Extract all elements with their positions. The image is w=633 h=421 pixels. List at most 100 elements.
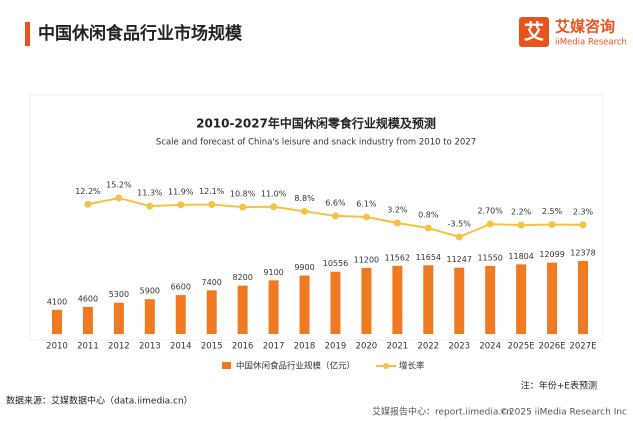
- chart-title: 2010-2027年中国休闲零食行业规模及预测: [196, 116, 436, 131]
- growth-point: [146, 202, 154, 210]
- bar-label: 11804: [508, 252, 533, 261]
- growth-label: 11.0%: [261, 189, 287, 198]
- growth-label: 2.3%: [573, 207, 594, 216]
- x-tick-label: 2017: [263, 342, 285, 352]
- growth-point: [393, 219, 401, 227]
- growth-point: [177, 201, 185, 209]
- chart-subtitle: Scale and forecast of China's leisure an…: [156, 138, 476, 148]
- growth-point: [270, 203, 278, 211]
- bar-label: 9900: [294, 263, 314, 272]
- growth-label: 11.3%: [137, 189, 163, 198]
- growth-point: [115, 194, 123, 202]
- bar-label: 12378: [570, 249, 595, 258]
- growth-point: [239, 203, 247, 211]
- bar-label: 11200: [354, 255, 379, 264]
- title-accent: [25, 22, 30, 46]
- bar: [392, 265, 403, 334]
- bar-label: 5300: [109, 290, 129, 299]
- bar-label: 11247: [447, 255, 472, 264]
- x-tick-label: 2015: [201, 342, 223, 352]
- growth-point: [84, 200, 92, 208]
- bar: [237, 285, 248, 334]
- bar-label: 10556: [323, 259, 348, 268]
- growth-point: [301, 207, 309, 215]
- growth-label: -3.5%: [448, 220, 472, 229]
- legend-label: 增长率: [399, 361, 425, 372]
- x-tick-label: 2020: [356, 342, 378, 352]
- bar: [113, 302, 124, 334]
- x-tick-label: 2022: [417, 342, 439, 352]
- growth-label: 2.5%: [542, 207, 563, 216]
- bar-label: 8200: [232, 273, 252, 282]
- bar-label: 9100: [263, 268, 283, 277]
- bar: [268, 280, 279, 334]
- x-tick-label: 2023: [448, 342, 470, 352]
- bar-label: 6600: [171, 283, 191, 292]
- growth-label: 3.2%: [387, 206, 408, 215]
- growth-point: [548, 220, 556, 228]
- growth-label: 6.6%: [325, 198, 346, 207]
- x-tick-label: 2013: [139, 342, 161, 352]
- bar-label: 12099: [539, 250, 564, 259]
- logo-icon: 艾: [524, 20, 544, 44]
- growth-label: 12.1%: [199, 187, 225, 196]
- growth-point: [331, 212, 339, 220]
- logo-name: 艾媒咨询: [555, 18, 615, 36]
- bar: [578, 261, 588, 334]
- growth-point: [208, 200, 216, 208]
- report: 艾媒报告中心：report.iimedia.cn: [372, 406, 512, 418]
- bar-label: 11562: [385, 253, 410, 262]
- bar-label: 7400: [202, 278, 222, 287]
- x-tick-label: 2011: [77, 342, 99, 352]
- growth-point: [486, 220, 494, 228]
- bar: [454, 267, 465, 334]
- note: 注：年份+E表预测: [521, 380, 597, 392]
- growth-point: [424, 224, 432, 232]
- x-tick-label: 2021: [387, 342, 409, 352]
- x-tick-label: 2026E: [539, 342, 566, 352]
- x-tick-label: 2012: [108, 342, 130, 352]
- legend-swatch: [383, 363, 390, 369]
- copyright: ©2025 iiMedia Research Inc: [500, 408, 627, 418]
- x-tick-label: 2010: [46, 342, 68, 352]
- bar-label: 11654: [416, 253, 441, 262]
- bar: [52, 309, 62, 334]
- growth-point: [362, 213, 370, 221]
- x-tick-label: 2024: [479, 342, 501, 352]
- bar-label: 11550: [477, 253, 502, 262]
- x-tick-label: 2019: [325, 342, 347, 352]
- growth-label: 0.8%: [418, 211, 439, 220]
- growth-point: [517, 221, 525, 229]
- x-tick-label: 2018: [294, 342, 316, 352]
- growth-point: [455, 233, 463, 241]
- logo-icon-bg: [519, 17, 549, 47]
- bar: [547, 262, 558, 334]
- bar: [299, 275, 310, 334]
- bar: [485, 265, 496, 334]
- bar: [423, 265, 434, 334]
- bar-label: 5900: [140, 287, 160, 296]
- x-tick-label: 2025E: [508, 342, 535, 352]
- growth-label: 2.2%: [511, 208, 532, 217]
- bar: [206, 290, 217, 334]
- source: 数据来源：艾媒数据中心（data.iimedia.cn）: [6, 395, 193, 407]
- bar: [516, 264, 527, 334]
- bar: [330, 271, 341, 334]
- growth-point: [579, 221, 587, 229]
- growth-label: 8.8%: [294, 194, 315, 203]
- growth-label: 11.9%: [168, 187, 194, 196]
- bar: [144, 299, 155, 334]
- growth-label: 6.1%: [356, 199, 377, 208]
- bar: [175, 295, 186, 334]
- x-tick-label: 2016: [232, 342, 254, 352]
- x-tick-label: 2014: [170, 342, 192, 352]
- legend-label: 中国休闲食品行业规模（亿元）: [236, 361, 355, 372]
- growth-label: 15.2%: [106, 181, 132, 190]
- bar: [82, 306, 93, 334]
- growth-label: 12.2%: [75, 187, 101, 196]
- legend-swatch: [222, 362, 231, 369]
- x-tick-label: 2027E: [569, 342, 596, 352]
- logo-sub: iiMedia Research: [555, 38, 627, 48]
- bar-label: 4600: [78, 294, 98, 303]
